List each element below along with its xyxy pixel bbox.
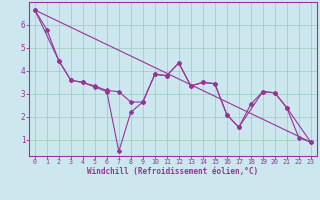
- X-axis label: Windchill (Refroidissement éolien,°C): Windchill (Refroidissement éolien,°C): [87, 167, 258, 176]
